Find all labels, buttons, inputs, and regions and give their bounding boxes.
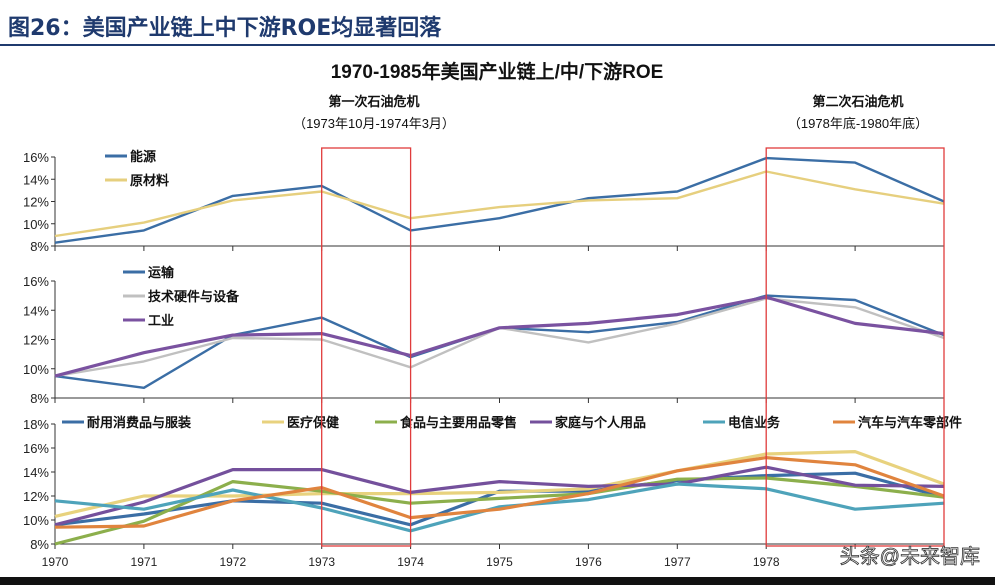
y-tick-label: 16% <box>23 150 49 165</box>
annotation-sub: （1978年底-1980年底） <box>788 116 928 131</box>
y-tick-label: 14% <box>23 172 49 187</box>
legend-label-food: 食品与主要用品零售 <box>400 415 517 430</box>
series-line-industrial <box>54 295 945 378</box>
crisis-box <box>321 147 412 547</box>
chart-title: 1970-1985年美国产业链上/中/下游ROE <box>331 60 664 83</box>
x-tick-label: 1971 <box>131 555 158 569</box>
annotation-sub: （1973年10月-1974年3月） <box>293 116 455 131</box>
x-tick-label: 1970 <box>42 555 69 569</box>
x-tick-label: 1978 <box>753 555 780 569</box>
y-tick-label: 12% <box>23 195 49 210</box>
annotation-label: 第一次石油危机 <box>328 94 419 109</box>
crisis-box <box>765 147 945 547</box>
legend-label-tech: 技术硬件与设备 <box>148 289 240 304</box>
legend-label-materials: 原材料 <box>130 173 169 188</box>
legend-label-energy: 能源 <box>130 149 156 164</box>
y-tick-label: 16% <box>23 441 49 456</box>
x-tick-label: 1973 <box>308 555 335 569</box>
legend-label-transport: 运输 <box>148 265 175 280</box>
y-tick-label: 10% <box>23 513 49 528</box>
y-tick-label: 12% <box>23 489 49 504</box>
y-tick-label: 14% <box>23 303 49 318</box>
x-tick-label: 1974 <box>397 555 424 569</box>
y-tick-label: 10% <box>23 217 49 232</box>
legend-label-durables: 耐用消费品与服装 <box>87 415 191 430</box>
series-line-energy <box>54 156 945 244</box>
x-tick-label: 1972 <box>219 555 246 569</box>
series-line-food <box>54 476 945 546</box>
legend-label-healthcare: 医疗保健 <box>287 415 339 430</box>
legend-label-industrial: 工业 <box>148 313 174 328</box>
figure-title: 图26：美国产业链上中下游ROE均显著回落 <box>8 16 442 41</box>
x-tick-label: 1975 <box>486 555 513 569</box>
annotation-label: 第二次石油危机 <box>812 94 903 109</box>
series-line-materials <box>54 170 945 238</box>
y-tick-label: 8% <box>30 391 49 406</box>
y-tick-label: 8% <box>30 537 49 552</box>
y-tick-label: 12% <box>23 333 49 348</box>
watermark: 头条@未来智库 <box>840 545 980 568</box>
x-tick-label: 1977 <box>664 555 691 569</box>
legend-label-telecom: 电信业务 <box>728 415 781 430</box>
y-tick-label: 14% <box>23 465 49 480</box>
title-divider <box>0 44 995 46</box>
y-tick-label: 10% <box>23 362 49 377</box>
x-tick-label: 1976 <box>575 555 602 569</box>
legend-label-household: 家庭与个人用品 <box>555 415 646 430</box>
y-tick-label: 18% <box>23 417 49 432</box>
y-tick-label: 16% <box>23 274 49 289</box>
legend-label-auto: 汽车与汽车零部件 <box>858 415 962 430</box>
y-tick-label: 8% <box>30 239 49 254</box>
bottom-bar <box>0 577 995 585</box>
